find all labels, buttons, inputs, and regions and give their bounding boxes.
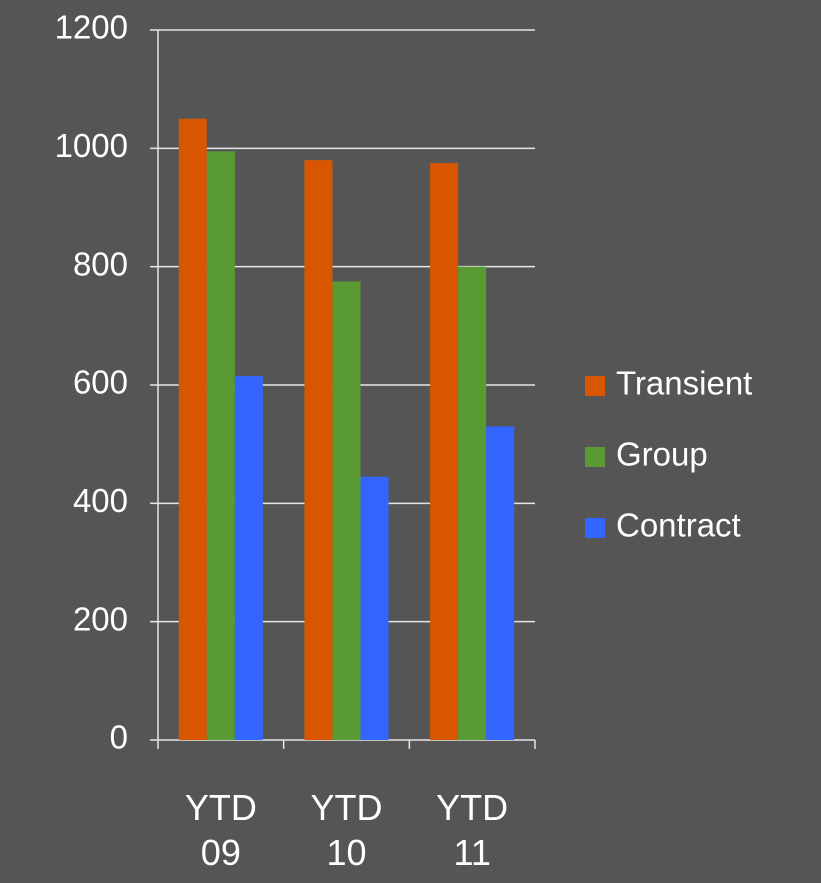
legend-label: Contract	[616, 507, 741, 544]
bar	[304, 160, 333, 740]
bar	[486, 426, 515, 740]
x-tick-label: YTD 11	[436, 787, 509, 873]
bar	[360, 476, 389, 740]
bar	[430, 163, 459, 740]
bar	[332, 281, 361, 740]
legend-swatch	[585, 518, 605, 538]
y-tick-label: 400	[73, 482, 128, 519]
legend-swatch	[585, 376, 605, 396]
y-tick-label: 200	[73, 600, 128, 637]
y-tick-label: 600	[73, 364, 128, 401]
y-tick-label: 1200	[55, 9, 128, 46]
legend-label: Transient	[616, 365, 752, 402]
x-tick-label: YTD 09	[184, 787, 257, 873]
bar	[206, 151, 235, 740]
y-tick-label: 800	[73, 245, 128, 282]
bar	[178, 118, 207, 740]
y-tick-label: 1000	[55, 127, 128, 164]
legend-label: Group	[616, 436, 708, 473]
bar	[458, 266, 487, 740]
y-tick-label: 0	[110, 719, 128, 756]
legend-swatch	[585, 447, 605, 467]
bar	[234, 376, 263, 740]
x-tick-label: YTD 10	[310, 787, 383, 873]
